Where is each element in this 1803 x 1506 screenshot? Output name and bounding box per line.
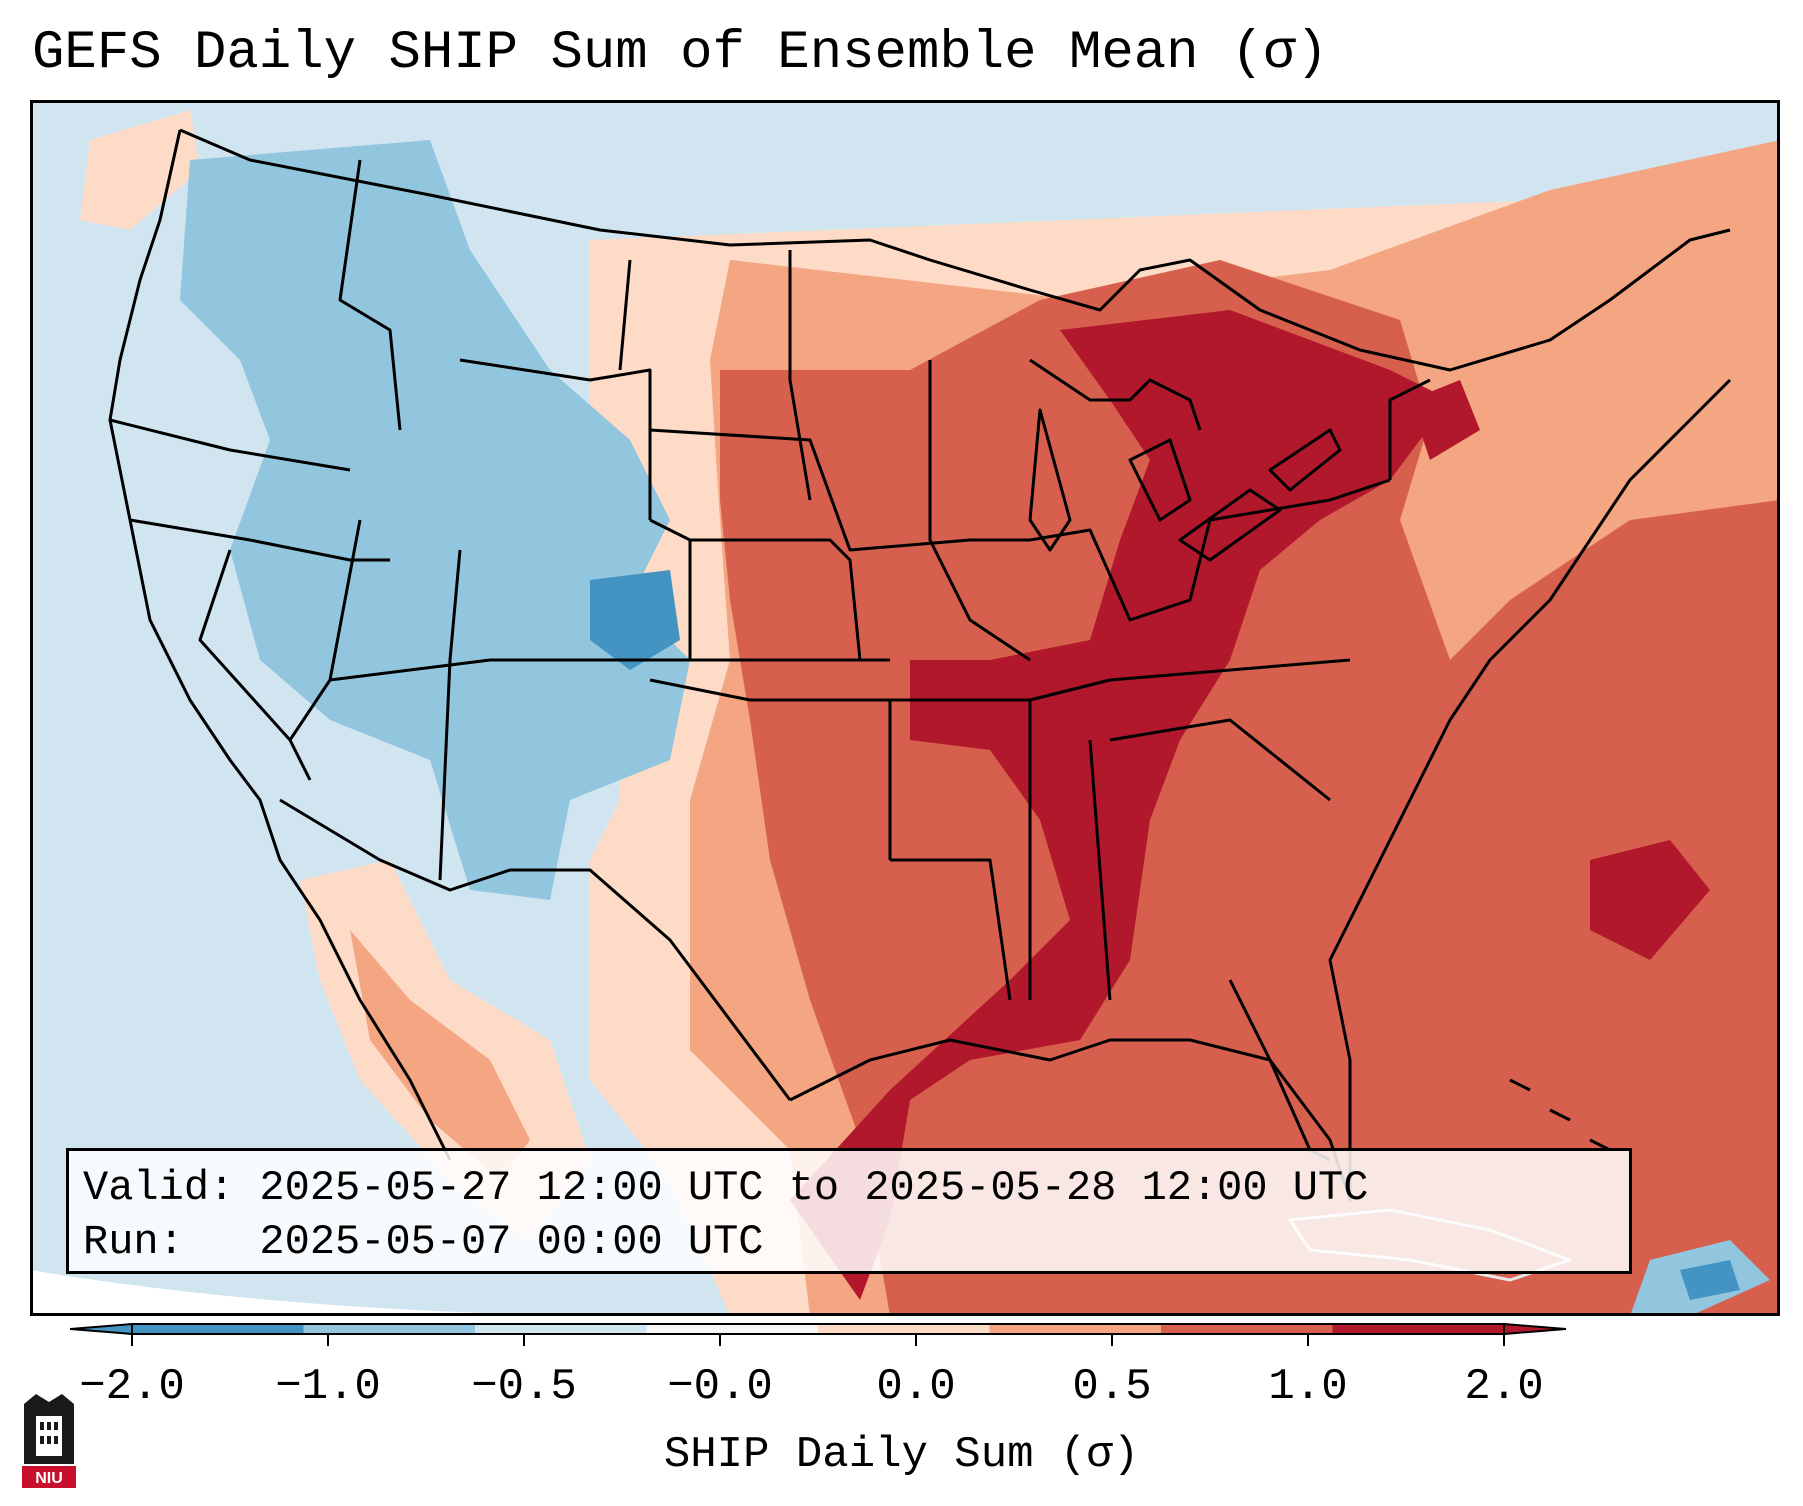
colorbar-extend-high (1503, 1322, 1567, 1336)
run-time-text: Run: 2025-05-07 00:00 UTC (83, 1218, 764, 1266)
colorbar-segment (475, 1324, 647, 1334)
colorbar-tick-label: −1.0 (275, 1362, 381, 1412)
field-strong-negative (590, 570, 680, 670)
ga-sc-line (1109, 718, 1331, 802)
map-border (30, 100, 1780, 1316)
field-very-strong-positive (790, 310, 1450, 1300)
colorbar-segment (818, 1324, 990, 1334)
lake-michigan-shore (1028, 408, 1072, 552)
colorbar-segment (132, 1324, 304, 1334)
az-nm-line (438, 549, 462, 881)
lake-erie-shore (1178, 488, 1282, 562)
mt-nd-line (618, 259, 632, 371)
colorbar-outline (131, 1323, 1505, 1335)
pa-ny-line (1209, 478, 1391, 522)
colorbar-tick-label: −2.0 (79, 1362, 185, 1412)
ut-az-line (329, 658, 690, 682)
west-coastline (108, 129, 452, 1161)
map-panel (30, 100, 1780, 1316)
colorbar-tick-label: −0.0 (667, 1362, 773, 1412)
field-weak-positive-nw (80, 110, 200, 230)
valid-time-text: Valid: 2025-05-27 12:00 UTC to 2025-05-2… (83, 1164, 1369, 1212)
boundary-lines (108, 128, 1732, 1282)
colorbar-segment (989, 1324, 1162, 1334)
field-negative (180, 140, 690, 900)
map-title: GEFS Daily SHIP Sum of Ensemble Mean (σ) (32, 23, 1329, 84)
colorbar-segment (303, 1324, 476, 1334)
colorbar-segment (1332, 1324, 1505, 1334)
colorbar-tick-label: 0.5 (1072, 1362, 1151, 1412)
colorbar-segments (70, 1322, 1567, 1336)
ok-borders (649, 678, 892, 860)
colorbar-segment (1161, 1324, 1333, 1334)
nv-ca-line (198, 549, 312, 781)
field-strong-negative-caribbean (1680, 1260, 1740, 1300)
field-very-strong-positive-atlantic (1590, 840, 1710, 960)
niu-logo-icon: NIU (22, 1394, 76, 1488)
in-oh-line (1029, 519, 1212, 622)
outside-domain (30, 1270, 730, 1316)
ar-la-line (890, 858, 1012, 1001)
wy-borders (459, 358, 652, 520)
colorbar-ticks: −2.0 −1.0 −0.5 −0.0 0.0 0.5 1.0 2.0 (79, 1334, 1544, 1412)
sd-ne-ia-line (649, 428, 1030, 552)
gulf-east-coastline (789, 378, 1732, 1202)
colorbar-extend-low (70, 1322, 133, 1336)
field-very-strong-positive-ontario (1410, 380, 1480, 460)
field-positive-baja (350, 930, 530, 1180)
new-england-lines (1388, 378, 1431, 480)
ar-tn-nc-line (890, 658, 1351, 702)
colorbar-tick-label: 0.0 (876, 1362, 955, 1412)
id-border (338, 159, 402, 431)
colorbar: −2.0 −1.0 −0.5 −0.0 0.0 0.5 1.0 2.0 (70, 1322, 1567, 1412)
colorbar-segment (646, 1324, 819, 1334)
colorbar-label: SHIP Daily Sum (σ) (663, 1430, 1140, 1480)
niu-logo-text: NIU (35, 1470, 63, 1487)
ne-ks-line (690, 538, 862, 661)
wa-or-line (109, 418, 351, 472)
us-canada-border (179, 128, 1731, 372)
nd-mn-line (788, 250, 812, 501)
al-ga-line (1088, 739, 1112, 1001)
or-ca-line (129, 518, 390, 562)
shaded-fields (30, 100, 1780, 1316)
lake-superior-shore (1029, 358, 1202, 431)
wi-il-line (928, 360, 1031, 662)
co-ks-line (649, 518, 890, 662)
colorbar-tick-label: 2.0 (1464, 1362, 1543, 1412)
shaded-map (30, 100, 1780, 1316)
lake-huron-shore (1128, 438, 1192, 522)
valid-run-box: Valid: 2025-05-27 12:00 UTC to 2025-05-2… (66, 1148, 1632, 1274)
colorbar-tick-label: 1.0 (1268, 1362, 1347, 1412)
us-mexico-border (279, 798, 792, 1101)
colorbar-tick-label: −0.5 (471, 1362, 577, 1412)
lake-ontario-shore (1268, 428, 1342, 492)
